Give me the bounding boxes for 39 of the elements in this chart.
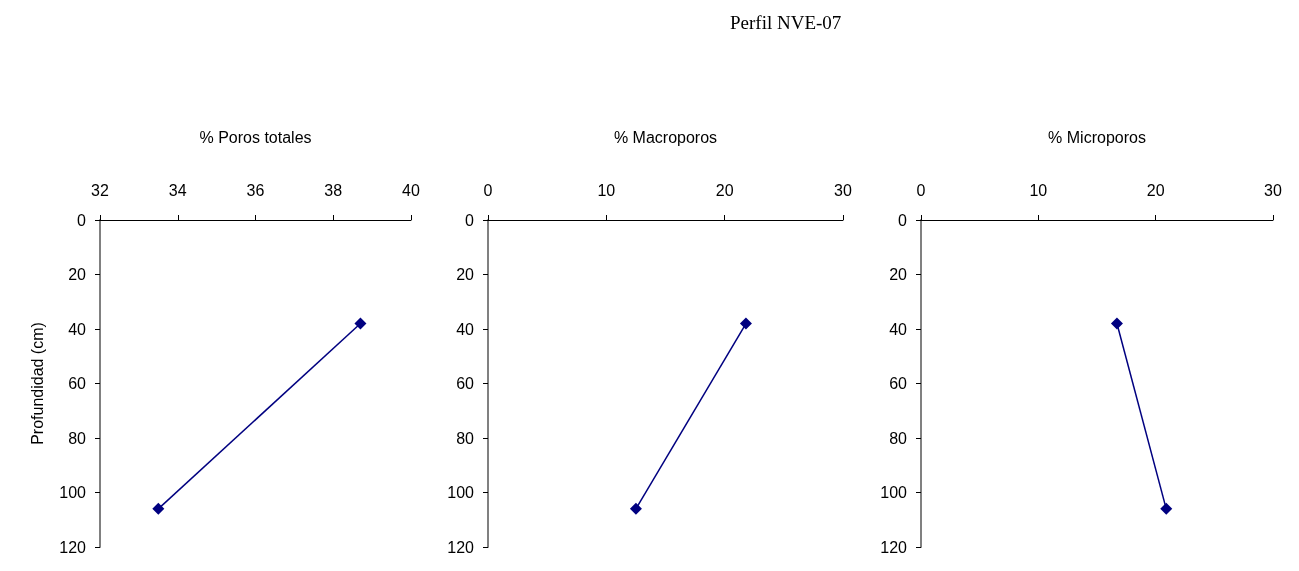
- y-tick-label: 40: [889, 320, 908, 338]
- y-tick-label: 20: [889, 266, 908, 283]
- chart-title: Perfil NVE-07: [730, 12, 842, 33]
- y-tick-label: 100: [880, 484, 908, 501]
- y-tick-label: 0: [77, 211, 87, 229]
- y-tick-label: 0: [465, 211, 475, 229]
- y-tick-label: 60: [68, 375, 87, 392]
- y-tick-label: 0: [898, 211, 908, 229]
- x-tick-label: 0: [483, 181, 493, 199]
- y-tick-label: 80: [456, 429, 475, 447]
- y-tick-label: 100: [59, 484, 87, 501]
- y-tick-label: 80: [889, 429, 908, 447]
- y-tick-label: 120: [59, 538, 87, 556]
- x-tick-label: 34: [168, 181, 187, 199]
- x-axis-title: % Microporos: [1048, 128, 1146, 146]
- x-tick-label: 0: [916, 181, 926, 199]
- y-tick-label: 40: [456, 320, 475, 338]
- x-tick-label: 30: [834, 181, 852, 199]
- y-tick-label: 100: [447, 484, 475, 501]
- x-tick-label: 20: [715, 181, 734, 199]
- x-tick-label: 40: [402, 181, 420, 199]
- x-tick-label: 20: [1146, 181, 1165, 199]
- x-tick-label: 10: [597, 181, 616, 199]
- x-tick-label: 10: [1029, 181, 1048, 199]
- y-tick-label: 20: [456, 266, 475, 283]
- y-tick-label: 120: [880, 538, 908, 556]
- x-tick-label: 38: [324, 181, 343, 199]
- y-tick-label: 20: [68, 266, 87, 283]
- y-tick-label: 120: [447, 538, 475, 556]
- y-tick-label: 80: [68, 429, 87, 447]
- y-tick-label: 60: [456, 375, 475, 392]
- y-tick-label: 40: [68, 320, 87, 338]
- x-axis-title: % Macroporos: [613, 128, 718, 146]
- x-tick-label: 36: [246, 181, 265, 199]
- x-tick-label: 30: [1264, 181, 1282, 199]
- y-tick-label: 60: [889, 375, 908, 392]
- x-axis-title: % Poros totales: [199, 128, 312, 146]
- y-axis-title: Profundidad (cm): [28, 322, 46, 445]
- x-tick-label: 32: [91, 181, 109, 199]
